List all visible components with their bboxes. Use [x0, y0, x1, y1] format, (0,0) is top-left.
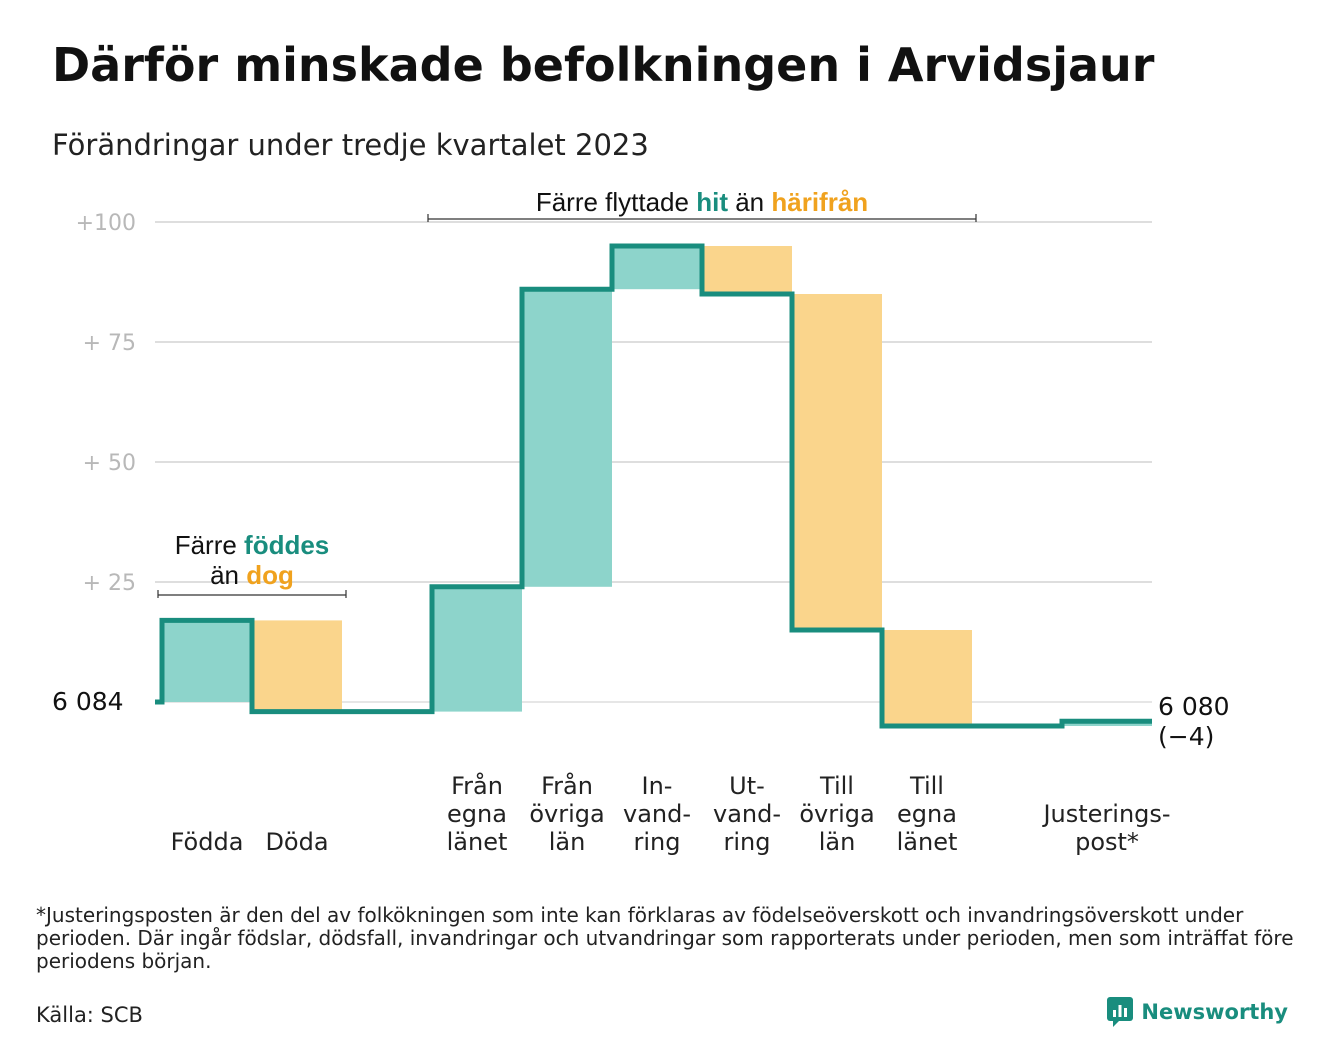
- footnote: *Justeringsposten är den del av folkökni…: [36, 903, 1294, 973]
- y-tick-label: +100: [76, 211, 136, 236]
- start-value-label: 6 084: [52, 687, 124, 716]
- waterfall-bar: [792, 294, 882, 630]
- waterfall-bar: [432, 586, 522, 712]
- category-label: Födda: [171, 828, 244, 856]
- category-label: Döda: [265, 828, 328, 856]
- source-label: Källa: SCB: [36, 1003, 143, 1027]
- category-label: Till övriga län: [799, 772, 874, 856]
- waterfall-bar: [882, 630, 972, 726]
- waterfall-bar: [702, 246, 792, 294]
- waterfall-bar: [612, 246, 702, 290]
- waterfall-chart: +100 + 75 + 50 + 25 Födda Döda Från egna länet Fr…: [52, 187, 1230, 856]
- y-tick-label: + 50: [83, 451, 136, 476]
- annotation-births-line1: Färre föddes: [175, 530, 330, 560]
- annotation-births-bracket: [157, 590, 347, 598]
- waterfall-bar: [522, 289, 612, 587]
- category-label: In-vand-ring: [623, 772, 691, 856]
- newsworthy-logo-icon: [1107, 997, 1134, 1027]
- chart-title: Därför minskade befolkningen i Arvidsjau…: [52, 38, 1155, 92]
- category-label: Från egna länet: [447, 771, 508, 856]
- annotation-migration-bracket: [427, 214, 977, 222]
- annotation-migration: Färre flyttade hit än härifrån: [536, 187, 868, 217]
- end-value-label: 6 080: [1158, 692, 1230, 721]
- category-label: Till egna länet: [897, 772, 958, 856]
- category-label: Justerings-post*: [1041, 800, 1170, 856]
- brand-logo: Newsworthy: [1107, 997, 1288, 1027]
- chart-subtitle: Förändringar under tredje kvartalet 2023: [52, 128, 649, 162]
- y-tick-label: + 75: [83, 331, 136, 356]
- annotation-births-line2: än dog: [210, 560, 294, 590]
- end-change-label: (−4): [1158, 722, 1214, 751]
- waterfall-bar: [252, 620, 342, 712]
- y-tick-label: + 25: [83, 571, 136, 596]
- category-label: Ut-vand-ring: [713, 772, 781, 856]
- category-label: Från övriga län: [529, 771, 604, 856]
- running-total-line: [155, 243, 1152, 729]
- waterfall-bar: [162, 620, 252, 702]
- brand-name: Newsworthy: [1141, 1000, 1288, 1024]
